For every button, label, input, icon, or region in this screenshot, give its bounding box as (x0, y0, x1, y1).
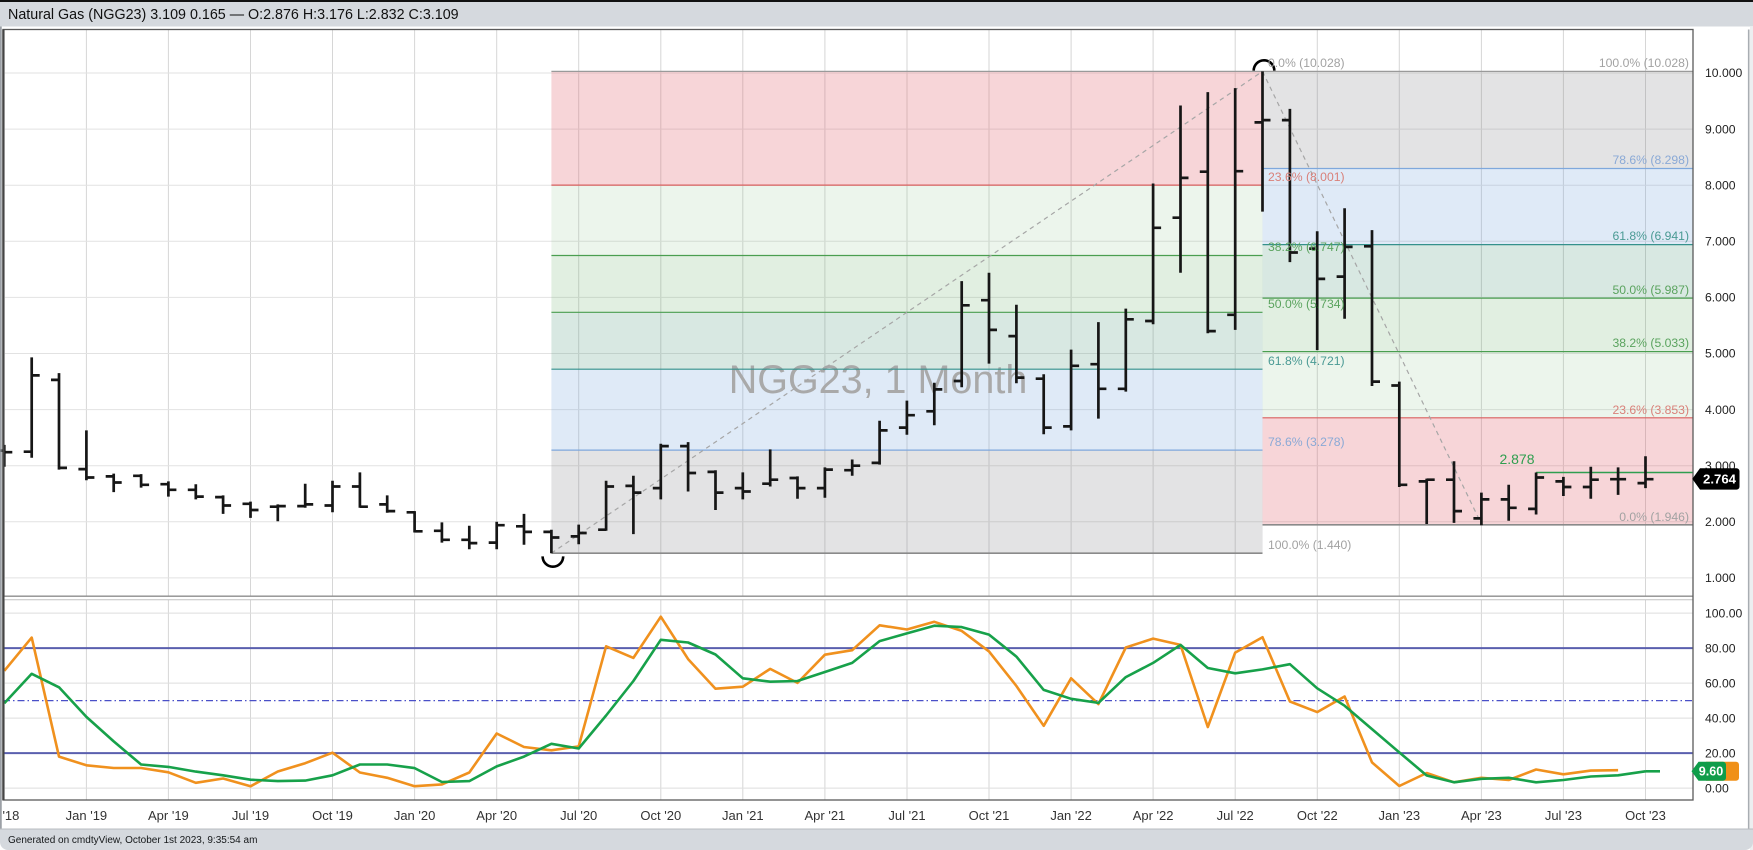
svg-text:Natural Gas (NGG23) 3.109 0.16: Natural Gas (NGG23) 3.109 0.165 — O:2.87… (8, 7, 459, 23)
svg-text:5.000: 5.000 (1705, 347, 1736, 361)
svg-text:2.000: 2.000 (1705, 515, 1736, 529)
svg-text:Oct '20: Oct '20 (640, 808, 681, 823)
svg-text:23.6% (3.853): 23.6% (3.853) (1612, 403, 1689, 417)
svg-text:Apr '21: Apr '21 (805, 808, 846, 823)
svg-text:50.0% (5.987): 50.0% (5.987) (1612, 283, 1689, 297)
svg-text:2.764: 2.764 (1703, 472, 1737, 487)
svg-text:9.000: 9.000 (1705, 122, 1736, 136)
svg-text:10.000: 10.000 (1705, 66, 1742, 80)
svg-text:Oct '22: Oct '22 (1297, 808, 1338, 823)
svg-text:Jul '19: Jul '19 (232, 808, 269, 823)
svg-text:61.8% (4.721): 61.8% (4.721) (1268, 354, 1345, 368)
svg-text:60.00: 60.00 (1705, 676, 1736, 690)
svg-text:8.000: 8.000 (1705, 178, 1736, 192)
svg-text:Oct '23: Oct '23 (1625, 808, 1666, 823)
svg-text:100.0% (10.028): 100.0% (10.028) (1599, 56, 1689, 70)
svg-text:1.000: 1.000 (1705, 571, 1736, 585)
svg-text:Jul '20: Jul '20 (560, 808, 597, 823)
svg-text:100.00: 100.00 (1705, 606, 1742, 620)
svg-text:Jan '22: Jan '22 (1050, 808, 1092, 823)
svg-text:0.0% (1.946): 0.0% (1.946) (1619, 510, 1689, 524)
svg-text:100.0% (1.440): 100.0% (1.440) (1268, 538, 1351, 552)
svg-text:Generated on cmdtyView, Octobe: Generated on cmdtyView, October 1st 2023… (8, 835, 257, 846)
svg-text:0.0% (10.028): 0.0% (10.028) (1268, 56, 1345, 70)
svg-text:Jan '21: Jan '21 (722, 808, 764, 823)
svg-text:23.6% (8.001): 23.6% (8.001) (1268, 170, 1345, 184)
svg-text:Jan '23: Jan '23 (1379, 808, 1421, 823)
svg-text:Oct '21: Oct '21 (969, 808, 1010, 823)
svg-text:NGG23, 1 Month: NGG23, 1 Month (729, 358, 1028, 402)
svg-text:50.0% (5.734): 50.0% (5.734) (1268, 297, 1345, 311)
svg-text:4.000: 4.000 (1705, 403, 1736, 417)
svg-text:Apr '20: Apr '20 (476, 808, 517, 823)
svg-text:Jul '23: Jul '23 (1545, 808, 1582, 823)
svg-text:Jul '22: Jul '22 (1217, 808, 1254, 823)
svg-text:20.00: 20.00 (1705, 746, 1736, 760)
svg-text:78.6% (8.298): 78.6% (8.298) (1612, 153, 1689, 167)
svg-text:7.000: 7.000 (1705, 235, 1736, 249)
svg-text:38.2% (6.747): 38.2% (6.747) (1268, 240, 1345, 254)
svg-text:Apr '23: Apr '23 (1461, 808, 1502, 823)
svg-text:0.00: 0.00 (1705, 781, 1729, 795)
svg-text:Jan '20: Jan '20 (394, 808, 436, 823)
svg-text:Jan '19: Jan '19 (66, 808, 108, 823)
svg-text:38.2% (5.033): 38.2% (5.033) (1612, 336, 1689, 350)
svg-text:6.000: 6.000 (1705, 291, 1736, 305)
svg-text:80.00: 80.00 (1705, 641, 1736, 655)
svg-text:78.6% (3.278): 78.6% (3.278) (1268, 435, 1345, 449)
svg-text:61.8% (6.941): 61.8% (6.941) (1612, 229, 1689, 243)
svg-text:Oct '18: Oct '18 (0, 808, 19, 823)
svg-text:Apr '22: Apr '22 (1133, 808, 1174, 823)
svg-text:Oct '19: Oct '19 (312, 808, 353, 823)
svg-text:Apr '19: Apr '19 (148, 808, 189, 823)
svg-text:40.00: 40.00 (1705, 711, 1736, 725)
svg-text:2.878: 2.878 (1499, 451, 1534, 467)
svg-text:9.60: 9.60 (1699, 765, 1724, 779)
svg-text:Jul '21: Jul '21 (888, 808, 925, 823)
